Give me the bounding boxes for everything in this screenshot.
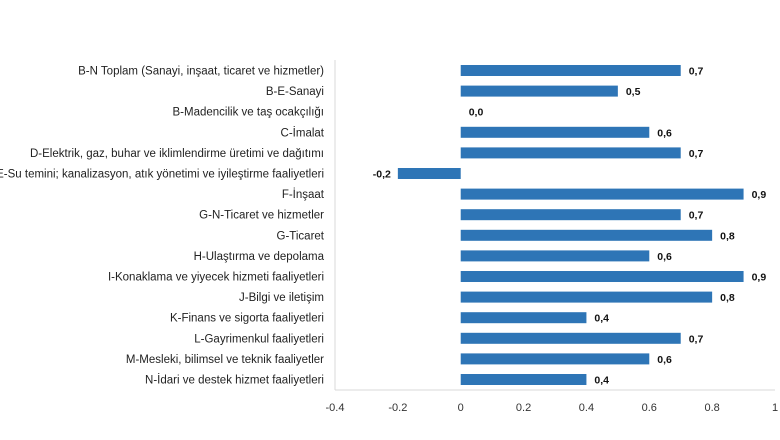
data-label: 0,4	[594, 313, 609, 325]
bar	[460, 312, 587, 324]
bar	[397, 168, 461, 179]
bar	[460, 250, 650, 262]
data-label: -0,2	[373, 169, 391, 181]
bar	[460, 291, 713, 303]
category-label: I-Konaklama ve yiyecek hizmeti faaliyetl…	[108, 272, 324, 284]
category-label: B-N Toplam (Sanayi, inşaat, ticaret ve h…	[78, 66, 324, 78]
data-label: 0,7	[689, 210, 704, 222]
data-label: 0,7	[689, 148, 704, 160]
x-tick-label: 0.6	[642, 402, 657, 414]
bar	[460, 374, 587, 385]
category-label: K-Finans ve sigorta faaliyetleri	[170, 313, 324, 325]
category-label: L-Gayrimenkul faaliyetleri	[194, 333, 324, 345]
category-label: D-Elektrik, gaz, buhar ve iklimlendirme …	[30, 148, 324, 160]
data-label: 0,6	[657, 251, 672, 263]
category-label: B-Madencilik ve taş ocakçılığı	[173, 107, 324, 119]
bar	[460, 209, 681, 221]
x-tick-label: 0.2	[516, 402, 531, 414]
category-label: F-İnşaat	[282, 188, 325, 201]
category-label: C-İmalat	[281, 126, 325, 139]
category-label: H-Ulaştırma ve depolama	[194, 251, 325, 263]
category-label: J-Bilgi ve iletişim	[239, 292, 324, 304]
bar	[460, 126, 650, 138]
data-label: 0,8	[720, 230, 735, 242]
x-tick-label: 0.4	[579, 402, 594, 414]
bar	[460, 188, 744, 200]
x-tick-label: 0	[458, 402, 464, 414]
data-label: 0,6	[657, 127, 672, 139]
category-label: B-E-Sanayi	[266, 86, 324, 98]
x-tick-label: 1	[772, 402, 778, 414]
data-label: 0,8	[720, 292, 735, 304]
data-label: 0,7	[689, 66, 704, 78]
data-label: 0,7	[689, 333, 704, 345]
category-label: E-Su temini; kanalizasyon, atık yönetimi…	[0, 169, 324, 181]
category-label: G-Ticaret	[277, 230, 325, 242]
bar	[460, 65, 681, 76]
bar	[460, 353, 650, 365]
data-label: 0,9	[752, 272, 767, 284]
bar	[460, 85, 618, 97]
category-label: G-N-Ticaret ve hizmetler	[199, 210, 324, 222]
x-tick-label: -0.4	[326, 402, 345, 414]
data-label: 0,6	[657, 354, 672, 366]
data-label: 0,0	[469, 107, 484, 119]
bar	[460, 229, 713, 241]
data-label: 0,4	[594, 375, 609, 387]
data-label: 0,9	[752, 189, 767, 201]
data-label: 0,5	[626, 86, 641, 98]
bar	[460, 271, 744, 282]
category-label: M-Mesleki, bilimsel ve teknik faaliyetle…	[126, 354, 324, 366]
x-tick-label: -0.2	[388, 402, 407, 414]
bar	[460, 147, 681, 159]
bar	[460, 332, 681, 344]
x-tick-label: 0.8	[704, 402, 719, 414]
category-label: N-İdari ve destek hizmet faaliyetleri	[145, 374, 324, 387]
